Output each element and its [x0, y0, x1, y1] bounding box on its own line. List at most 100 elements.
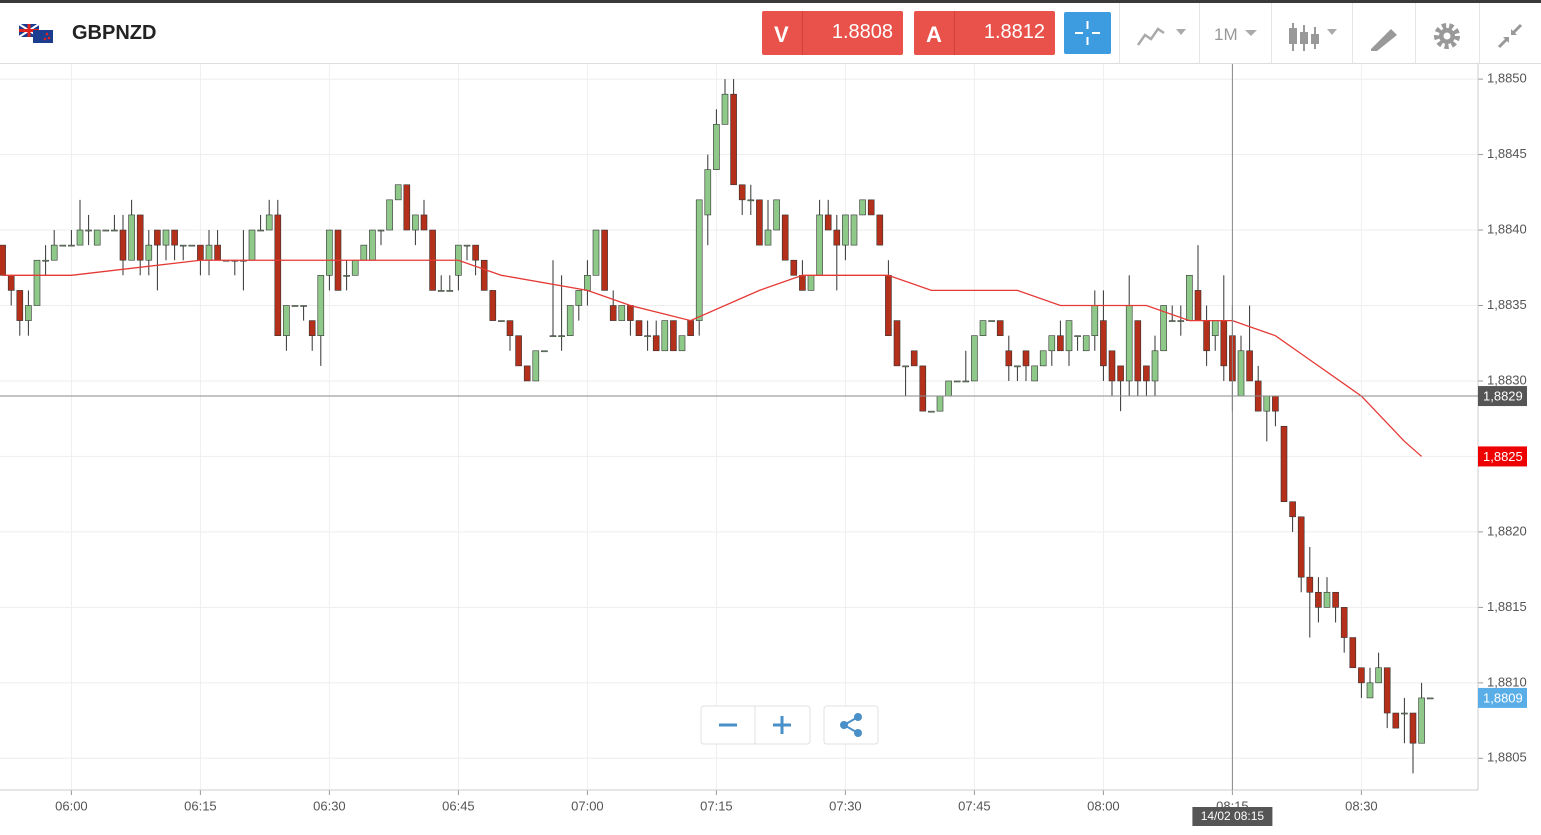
drawing-button[interactable]: [1369, 23, 1399, 53]
candle-body: [16, 290, 24, 321]
candle-body: [876, 214, 884, 246]
candle-body: [386, 199, 393, 231]
candle-body: [1220, 320, 1228, 367]
candle-body: [781, 214, 789, 261]
candle-body: [119, 229, 127, 261]
candle-body: [162, 229, 170, 246]
candle-body: [377, 229, 385, 232]
candle-body: [214, 244, 221, 261]
candle-body: [695, 199, 703, 321]
settings-button[interactable]: [1432, 21, 1462, 51]
candle-body: [996, 320, 1004, 336]
candle-body: [730, 93, 737, 186]
candle-body: [885, 275, 892, 336]
candle-body: [756, 199, 763, 246]
candle-body: [1426, 697, 1434, 700]
candle-body: [558, 335, 565, 337]
x-tick-label: 08:00: [1087, 798, 1120, 813]
candle-body: [351, 259, 359, 276]
y-tick-label: 1,8805: [1487, 750, 1527, 765]
candle-body: [154, 229, 161, 246]
buy-button[interactable]: A 1.8812: [914, 11, 1055, 55]
candle-body: [601, 229, 608, 291]
candle-body: [1039, 350, 1047, 367]
candle-body: [1091, 305, 1099, 336]
candle-body: [652, 335, 660, 352]
sell-label: V: [774, 22, 789, 47]
candle-body: [592, 229, 600, 276]
candle-body: [1375, 667, 1382, 684]
candle-body: [824, 214, 832, 231]
candle-body: [979, 320, 987, 336]
candle-body: [859, 199, 866, 216]
candle-body: [506, 320, 514, 336]
y-tick-label: 1,8835: [1487, 297, 1527, 312]
candle-body: [1246, 350, 1253, 382]
collapse-button[interactable]: [1495, 21, 1525, 51]
candle-body: [1237, 350, 1245, 397]
candle-body: [1074, 335, 1081, 337]
candle-body: [988, 320, 995, 322]
candle-body: [197, 244, 204, 261]
candle-body: [68, 244, 75, 247]
candle-body: [7, 275, 15, 291]
last-price-box: [1478, 687, 1527, 708]
candle-body: [816, 214, 823, 276]
buy-price: 1.8812: [983, 21, 1045, 43]
candle-body: [403, 184, 411, 231]
chart-type-button[interactable]: [1136, 23, 1190, 49]
dropdown-icon: [1245, 30, 1257, 36]
candle-body: [1280, 425, 1288, 503]
candle-body: [1340, 607, 1348, 638]
crosshair-button[interactable]: [1064, 12, 1111, 54]
candle-body: [136, 214, 144, 261]
candle-body: [42, 259, 49, 262]
candle-body: [515, 335, 522, 367]
toolbar: GBPNZD V 1.8808 A 1.8812 1M: [0, 3, 1541, 64]
candle-body: [59, 244, 67, 247]
candle-body: [910, 350, 918, 367]
candle-body: [635, 320, 643, 336]
candle-body: [1297, 516, 1305, 578]
candle-body: [936, 395, 944, 412]
x-tick-label: 08:30: [1345, 798, 1378, 813]
y-tick-label: 1,8830: [1487, 372, 1527, 387]
candle-body: [790, 259, 798, 276]
candle-body: [773, 199, 780, 231]
candle-body: [1289, 501, 1296, 518]
candle-body: [300, 305, 307, 307]
x-tick-label: 06:15: [184, 798, 217, 813]
candle-body: [360, 244, 368, 261]
candle-body: [257, 229, 264, 232]
candle-body: [704, 169, 712, 216]
candle-body: [205, 244, 213, 261]
candle-body: [962, 380, 970, 383]
candle-body: [171, 229, 178, 246]
x-tick-label: 07:00: [571, 798, 604, 813]
candle-body: [919, 365, 927, 412]
candle-body: [1401, 712, 1408, 715]
candle-style-button[interactable]: [1288, 21, 1340, 55]
candle-body: [128, 214, 135, 261]
candle-body: [1323, 591, 1331, 608]
candle-body: [928, 410, 935, 413]
candle-body: [1057, 335, 1064, 352]
candle-body: [867, 199, 875, 216]
candle-body: [1022, 350, 1030, 367]
candle-body: [145, 244, 153, 261]
candle-body: [713, 124, 720, 170]
candle-body: [971, 335, 978, 382]
candle-body: [850, 214, 858, 246]
candle-body: [25, 305, 32, 321]
timeframe[interactable]: 1M: [1214, 25, 1238, 44]
candle-body: [0, 244, 6, 276]
sell-button[interactable]: V 1.8808: [762, 11, 903, 55]
candle-body: [799, 275, 806, 291]
candle-body: [1194, 290, 1202, 321]
candle-body: [343, 275, 350, 277]
candle-body: [1315, 591, 1322, 608]
candle-body: [480, 259, 488, 291]
candle-body: [1306, 576, 1314, 593]
candle-body: [764, 229, 772, 246]
candle-body: [498, 320, 505, 322]
